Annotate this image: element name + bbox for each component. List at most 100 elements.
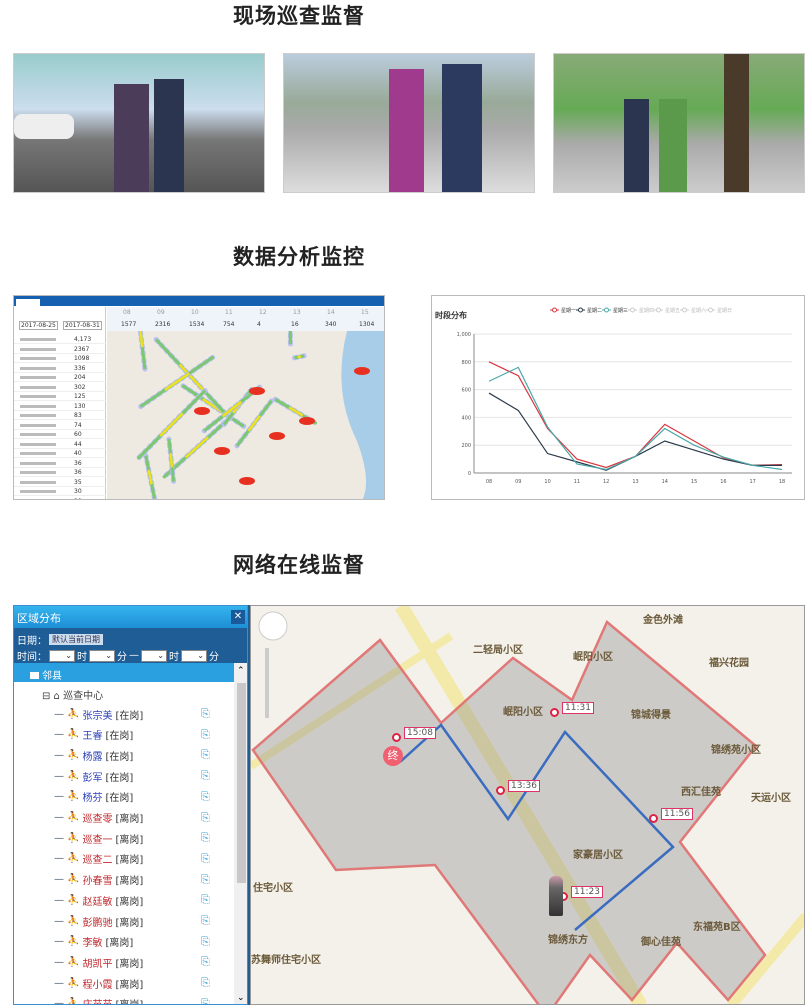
- heat-hotspot: [269, 432, 285, 440]
- person-item[interactable]: — ⛹ 张宗美 [在岗]: [54, 708, 144, 722]
- track-icon[interactable]: ⎘: [201, 748, 210, 762]
- heat-hotspot: [299, 417, 315, 425]
- zoom-slider[interactable]: [265, 648, 269, 718]
- main-road: [394, 606, 648, 1004]
- checkpoint-marker-icon[interactable]: [550, 708, 559, 717]
- person-item[interactable]: — ⛹ 杨芬 [在岗]: [54, 791, 134, 805]
- track-icon[interactable]: ⎘: [201, 996, 210, 1005]
- person-item[interactable]: — ⛹ 程小霞 [离岗]: [54, 977, 144, 991]
- y-tick-label: 200: [461, 443, 471, 449]
- legend-entry[interactable]: 星期三: [613, 308, 628, 314]
- heat-road: [288, 406, 304, 417]
- section-title-inspection: 现场巡查监督: [233, 4, 365, 28]
- legend-marker: [604, 307, 609, 313]
- track-icon[interactable]: ⎘: [201, 955, 210, 969]
- person-item[interactable]: — ⛹ 赵廷敏 [离岗]: [54, 894, 144, 908]
- track-icon[interactable]: ⎘: [201, 810, 210, 824]
- person-item[interactable]: — ⛹ 李敏 [离岗]: [54, 936, 134, 950]
- track-icon[interactable]: ⎘: [201, 893, 210, 907]
- close-icon[interactable]: ✕: [231, 610, 245, 624]
- time-distribution-chart: 时段分布 0 200 400 600 800 1,000 08 09 10 11 12 13 14 15 16…: [431, 295, 805, 500]
- person-item[interactable]: — ⛹ 王睿 [在岗]: [54, 729, 134, 743]
- stat-row: 83: [14, 411, 106, 420]
- track-icon[interactable]: ⎘: [201, 934, 210, 948]
- x-tick-label: 12: [603, 479, 609, 485]
- hour-label: 时: [77, 652, 87, 663]
- checkpoint-time[interactable]: 15:08: [404, 727, 436, 739]
- end-minute-select[interactable]: ⌄: [181, 649, 207, 662]
- hour-value: 1577: [121, 321, 137, 328]
- date-input[interactable]: 默认当前日期: [49, 634, 103, 645]
- y-tick-label: 1,000: [457, 332, 471, 338]
- person-item[interactable]: — ⛹ 彭鹏驰 [离岗]: [54, 915, 144, 929]
- track-icon[interactable]: ⎘: [201, 707, 210, 720]
- track-icon[interactable]: ⎘: [201, 769, 210, 783]
- patrol-map[interactable]: 二轻局小区 金色外滩 岷阳小区 福兴花园 岷阳小区 锦城得景 锦绣苑小区 西汇佳苑 天运小区 家豪…: [250, 605, 805, 1005]
- track-icon[interactable]: ⎘: [201, 976, 210, 990]
- checkpoint-marker-icon[interactable]: [392, 733, 401, 742]
- end-hour-select[interactable]: ⌄: [141, 649, 167, 662]
- checkpoint-marker-icon[interactable]: [649, 814, 658, 823]
- person-item[interactable]: — ⛹ 杨露 [在岗]: [54, 749, 134, 763]
- hour-label: 时: [169, 652, 179, 663]
- person-icon: ⛹: [67, 729, 80, 741]
- photo-inspection-1: [13, 53, 265, 193]
- checkpoint-time[interactable]: 11:31: [562, 702, 594, 714]
- track-icon[interactable]: ⎘: [201, 914, 210, 927]
- x-tick-label: 13: [632, 479, 638, 485]
- x-tick-label: 08: [486, 479, 492, 485]
- x-tick-label: 10: [544, 479, 550, 485]
- date-from[interactable]: 2017-08-25: [19, 321, 58, 330]
- scrollbar[interactable]: ⌃ ⌄: [234, 663, 247, 1004]
- checkpoint-time[interactable]: 11:23: [571, 886, 603, 898]
- place-label: 福兴花园: [709, 658, 749, 669]
- track-icon[interactable]: ⎘: [201, 831, 210, 845]
- track-icon[interactable]: ⎘: [201, 872, 210, 886]
- legend-entry[interactable]: 星期一: [561, 308, 576, 314]
- stat-row: 36: [14, 459, 106, 468]
- hour-value: 2316: [155, 321, 171, 328]
- person-item[interactable]: — ⛹ 巡查二 [离岗]: [54, 853, 144, 867]
- y-tick-label: 600: [461, 388, 471, 394]
- series-line-星期二: [488, 392, 782, 471]
- legend-entry[interactable]: 星期二: [587, 308, 602, 314]
- map-pan-control[interactable]: [258, 611, 288, 641]
- person-item[interactable]: — ⛹ 巡查零 [离岗]: [54, 812, 144, 825]
- heat-road: [139, 331, 144, 348]
- end-marker-icon[interactable]: 终: [383, 746, 403, 766]
- person-item[interactable]: — ⛹ 孙春雪 [离岗]: [54, 874, 144, 888]
- person-icon: ⛹: [67, 894, 80, 906]
- date-label: 日期：: [17, 636, 47, 647]
- track-icon[interactable]: ⎘: [201, 789, 210, 803]
- heatmap-screenshot: 2017-08-25 2017-08-31 4,173 2367 1098 336 20…: [13, 295, 385, 500]
- hour-value: 340: [325, 321, 337, 328]
- legend-entry[interactable]: 星期五: [665, 308, 680, 314]
- legend-marker: [708, 307, 713, 313]
- person-icon: ⛹: [67, 874, 80, 886]
- x-tick-label: 11: [574, 479, 580, 485]
- checkpoint-time[interactable]: 11:56: [661, 808, 693, 820]
- legend-entry[interactable]: 星期六: [691, 307, 706, 314]
- date-to[interactable]: 2017-08-31: [63, 321, 102, 330]
- person-item[interactable]: —⛹庄苗苗[离岗]: [54, 997, 143, 1004]
- checkpoint-time[interactable]: 13:36: [508, 780, 540, 792]
- track-icon[interactable]: ⎘: [201, 851, 210, 865]
- chart-title: 时段分布: [435, 310, 467, 320]
- person-item[interactable]: — ⛹ 巡查一 [离岗]: [54, 832, 144, 846]
- person-item[interactable]: — ⛹ 胡凯平 [离岗]: [54, 956, 144, 970]
- patrol-area-polygon[interactable]: [251, 619, 767, 1005]
- person-item[interactable]: — ⛹ 彭军 [在岗]: [54, 770, 134, 784]
- inspector-avatar-icon[interactable]: [549, 876, 563, 916]
- collapse-icon[interactable]: [30, 672, 39, 679]
- tree-root[interactable]: 邻县: [30, 667, 62, 682]
- legend-marker: [682, 307, 687, 313]
- stat-row: 28: [14, 497, 106, 500]
- legend-entry[interactable]: 星期四: [639, 308, 654, 314]
- track-icon[interactable]: ⎘: [201, 727, 210, 741]
- start-minute-select[interactable]: ⌄: [89, 649, 115, 662]
- heatmap-map[interactable]: [107, 331, 385, 500]
- start-hour-select[interactable]: ⌄: [49, 649, 75, 662]
- checkpoint-marker-icon[interactable]: [496, 786, 505, 795]
- legend-entry[interactable]: 星期日: [717, 308, 732, 314]
- tree-group[interactable]: ⊟ ⌂ 巡查中心: [42, 691, 104, 702]
